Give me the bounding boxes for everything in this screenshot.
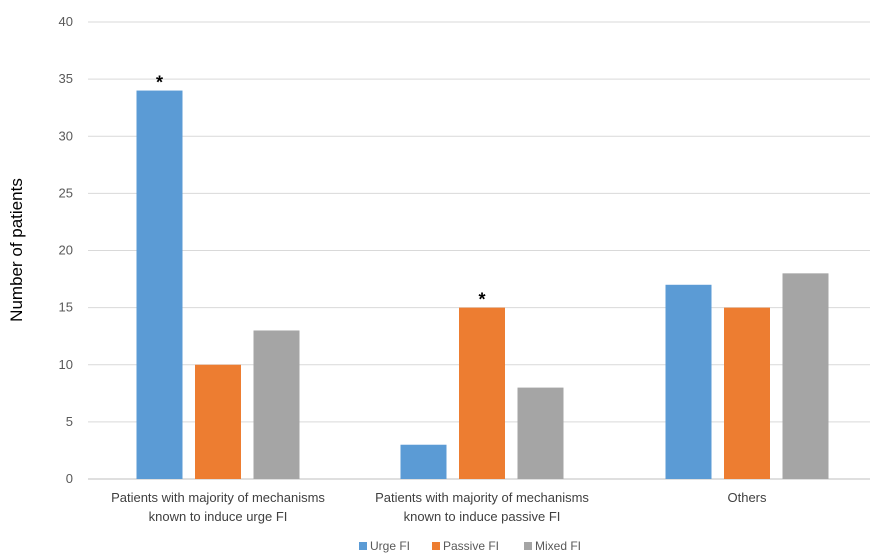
bar-mixed-fi [782,273,829,479]
legend-label: Mixed FI [535,539,581,553]
x-category-label: Others [727,490,767,505]
bar-passive-fi [195,364,241,479]
legend-swatch [432,542,440,550]
bar-urge-fi [400,444,447,479]
legend-label: Urge FI [370,539,410,553]
bar-passive-fi [724,307,770,479]
bar-urge-fi [136,90,183,480]
y-tick-label: 0 [66,471,73,486]
y-tick-label: 20 [59,243,73,258]
legend-swatch [524,542,532,550]
y-tick-label: 25 [59,185,73,200]
legend-label: Passive FI [443,539,499,553]
bar-mixed-fi [517,387,564,479]
x-category-label: known to induce passive FI [404,509,561,524]
x-category-label: Patients with majority of mechanisms [375,490,589,505]
bar-urge-fi [665,284,712,479]
legend: Urge FI Passive FI Mixed FI [359,539,581,553]
y-tick-label: 30 [59,128,73,143]
y-axis-ticks: 0 5 10 15 20 25 30 35 40 [59,14,73,486]
x-axis-labels: Patients with majority of mechanisms know… [111,490,767,524]
x-category-label: Patients with majority of mechanisms [111,490,325,505]
y-tick-label: 35 [59,71,73,86]
significance-marker: * [478,290,485,310]
legend-swatch [359,542,367,550]
annotations: ** [156,73,486,310]
x-category-label: known to induce urge FI [149,509,288,524]
bar-passive-fi [459,307,505,479]
y-tick-label: 40 [59,14,73,29]
y-tick-label: 5 [66,414,73,429]
bar-mixed-fi [253,330,300,479]
y-tick-label: 10 [59,357,73,372]
y-tick-label: 15 [59,300,73,315]
bars [136,90,829,480]
significance-marker: * [156,73,163,93]
y-axis-title: Number of patients [7,178,26,322]
